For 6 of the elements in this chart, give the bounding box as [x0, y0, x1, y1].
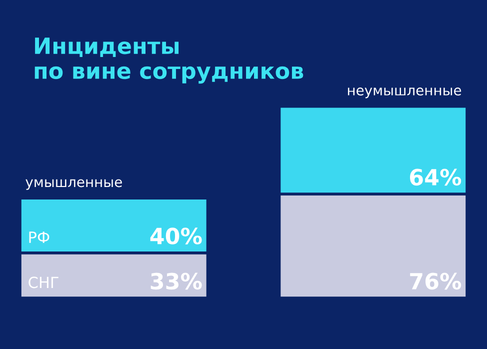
chart-title: Инциденты по вине сотрудников — [34, 38, 304, 84]
x-tick-label: неумышленные — [348, 88, 462, 98]
data-label: 64% — [410, 168, 462, 186]
x-tick-label: умышленные — [26, 179, 122, 190]
series-label: РФ — [29, 232, 50, 243]
data-label: 40% — [150, 228, 202, 244]
